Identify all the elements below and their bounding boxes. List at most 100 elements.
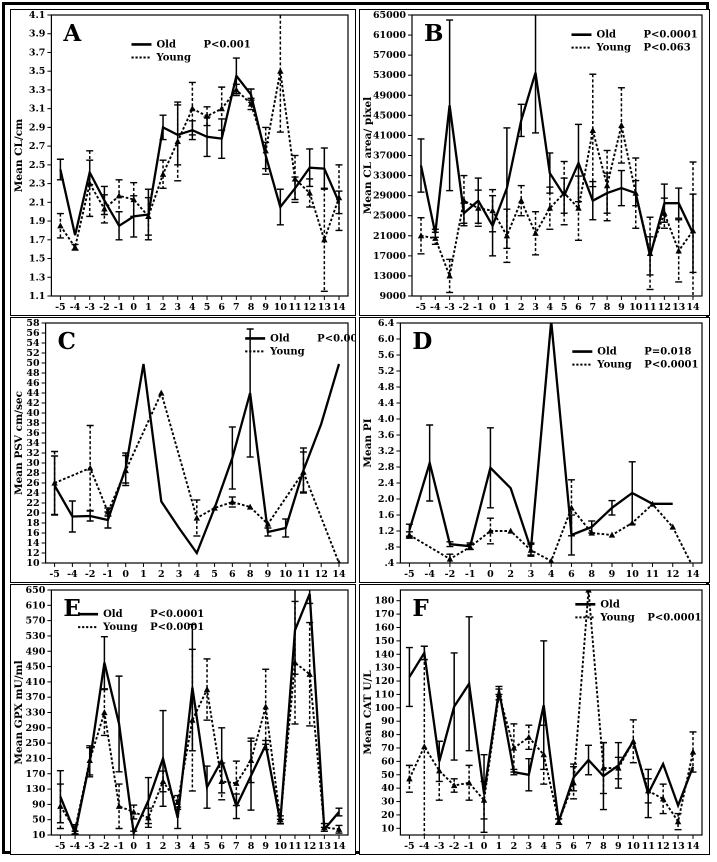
- svg-text:-2: -2: [459, 302, 470, 313]
- svg-text:6: 6: [218, 841, 225, 852]
- svg-text:13: 13: [671, 841, 684, 852]
- svg-text:1.3: 1.3: [29, 272, 46, 283]
- svg-text:8: 8: [248, 302, 255, 313]
- svg-text:P<0.0001: P<0.0001: [647, 612, 701, 623]
- svg-text:P<0.0001: P<0.0001: [150, 609, 204, 620]
- svg-text:Young: Young: [599, 612, 634, 623]
- svg-text:13: 13: [318, 302, 331, 313]
- svg-text:Mean PI: Mean PI: [362, 418, 374, 467]
- svg-text:Young: Young: [269, 346, 304, 357]
- svg-text:10: 10: [629, 302, 643, 313]
- svg-text:13: 13: [318, 841, 331, 852]
- svg-text:100: 100: [375, 703, 395, 714]
- series-young: [56, 15, 343, 293]
- svg-text:-2: -2: [99, 302, 110, 313]
- svg-text:52: 52: [26, 348, 39, 359]
- svg-text:1: 1: [504, 302, 511, 313]
- svg-text:2.0: 2.0: [378, 494, 395, 505]
- svg-text:5: 5: [204, 841, 211, 852]
- panel-a-mean-cl: 1.1 1.3 1.5 1.7 1.9 2.1 2.3 2.5 2.7 2.9 3.1 3.3 3.5 3…: [10, 9, 356, 316]
- svg-text:24: 24: [26, 488, 40, 499]
- svg-text:120: 120: [375, 676, 395, 687]
- svg-text:-3: -3: [434, 841, 445, 852]
- svg-text:12: 12: [315, 569, 328, 580]
- svg-text:Young: Young: [155, 52, 190, 63]
- svg-text:-3: -3: [444, 302, 455, 313]
- svg-text:60: 60: [381, 756, 395, 767]
- svg-text:50: 50: [32, 815, 46, 826]
- svg-text:330: 330: [26, 708, 46, 719]
- svg-text:1: 1: [496, 841, 503, 852]
- panel-e-mean-gpx: 10 50 90 130 170 210 250 290 330 370 410 450 490 530 5…: [10, 584, 356, 855]
- svg-text:40: 40: [26, 408, 40, 419]
- svg-text:7: 7: [585, 841, 592, 852]
- svg-text:-3: -3: [84, 841, 95, 852]
- svg-text:46: 46: [26, 378, 40, 389]
- svg-text:-4: -4: [70, 302, 81, 313]
- svg-text:9: 9: [618, 302, 625, 313]
- svg-text:8: 8: [600, 841, 607, 852]
- svg-text:8: 8: [604, 302, 611, 313]
- svg-text:-4: -4: [424, 569, 435, 580]
- svg-text:10: 10: [274, 302, 288, 313]
- svg-text:48: 48: [26, 368, 40, 379]
- svg-text:54: 54: [26, 338, 40, 349]
- svg-text:2.4: 2.4: [378, 478, 395, 489]
- svg-text:-5: -5: [55, 841, 66, 852]
- svg-text:610: 610: [26, 600, 46, 611]
- svg-text:14: 14: [686, 569, 700, 580]
- svg-text:P<0.0001: P<0.0001: [150, 622, 204, 633]
- svg-text:12: 12: [303, 841, 316, 852]
- svg-text:53000: 53000: [373, 70, 406, 81]
- svg-text:33000: 33000: [373, 171, 406, 182]
- svg-text:2: 2: [507, 569, 514, 580]
- svg-text:530: 530: [26, 631, 46, 642]
- svg-text:38: 38: [26, 418, 40, 429]
- panel-letter: D: [412, 328, 432, 355]
- svg-text:34: 34: [26, 438, 40, 449]
- svg-text:30: 30: [26, 458, 40, 469]
- svg-text:Mean CAT U/L: Mean CAT U/L: [362, 670, 374, 755]
- svg-text:4.0: 4.0: [378, 414, 395, 425]
- svg-text:3.5: 3.5: [29, 66, 46, 77]
- svg-text:49000: 49000: [373, 90, 406, 101]
- svg-text:21000: 21000: [373, 231, 406, 242]
- svg-text:150: 150: [375, 636, 395, 647]
- svg-text:3.2: 3.2: [378, 446, 395, 457]
- svg-text:6: 6: [229, 569, 236, 580]
- svg-text:12: 12: [657, 841, 670, 852]
- svg-text:2.7: 2.7: [29, 141, 46, 152]
- svg-text:3.7: 3.7: [29, 47, 46, 58]
- svg-text:61000: 61000: [373, 30, 406, 41]
- svg-text:11: 11: [642, 841, 655, 852]
- svg-text:56: 56: [26, 328, 40, 339]
- svg-text:12: 12: [303, 302, 316, 313]
- svg-text:0: 0: [481, 841, 488, 852]
- svg-text:11: 11: [288, 302, 301, 313]
- svg-text:10: 10: [274, 841, 288, 852]
- svg-text:10: 10: [32, 830, 46, 841]
- svg-text:-4: -4: [67, 569, 78, 580]
- svg-text:9: 9: [262, 841, 269, 852]
- svg-text:14: 14: [332, 302, 346, 313]
- svg-text:110: 110: [375, 689, 395, 700]
- svg-text:44: 44: [26, 388, 40, 399]
- svg-text:22: 22: [26, 498, 39, 509]
- svg-text:16: 16: [26, 528, 40, 539]
- svg-text:.8: .8: [384, 542, 394, 553]
- svg-text:Mean CL area/ pixel: Mean CL area/ pixel: [362, 97, 374, 214]
- svg-text:410: 410: [26, 677, 46, 688]
- svg-text:3: 3: [176, 569, 183, 580]
- svg-text:17000: 17000: [373, 251, 406, 262]
- svg-text:40: 40: [381, 783, 395, 794]
- svg-text:6: 6: [575, 302, 582, 313]
- series-young: [51, 389, 341, 563]
- svg-text:2: 2: [160, 841, 167, 852]
- panel-letter: A: [62, 20, 82, 47]
- svg-text:450: 450: [26, 662, 46, 673]
- svg-text:1.1: 1.1: [29, 291, 46, 302]
- svg-text:50: 50: [26, 358, 40, 369]
- panel-d-mean-pi: .4 .8 1.2 1.6 2.0 2.4 2.8 3.2 3.6 4.0 4.4 4.8 5.2 5.6…: [359, 317, 710, 583]
- chart-b: 9000 13000 17000 21000 25000 29000 33000 37000 4…: [362, 10, 703, 313]
- svg-text:2: 2: [511, 841, 518, 852]
